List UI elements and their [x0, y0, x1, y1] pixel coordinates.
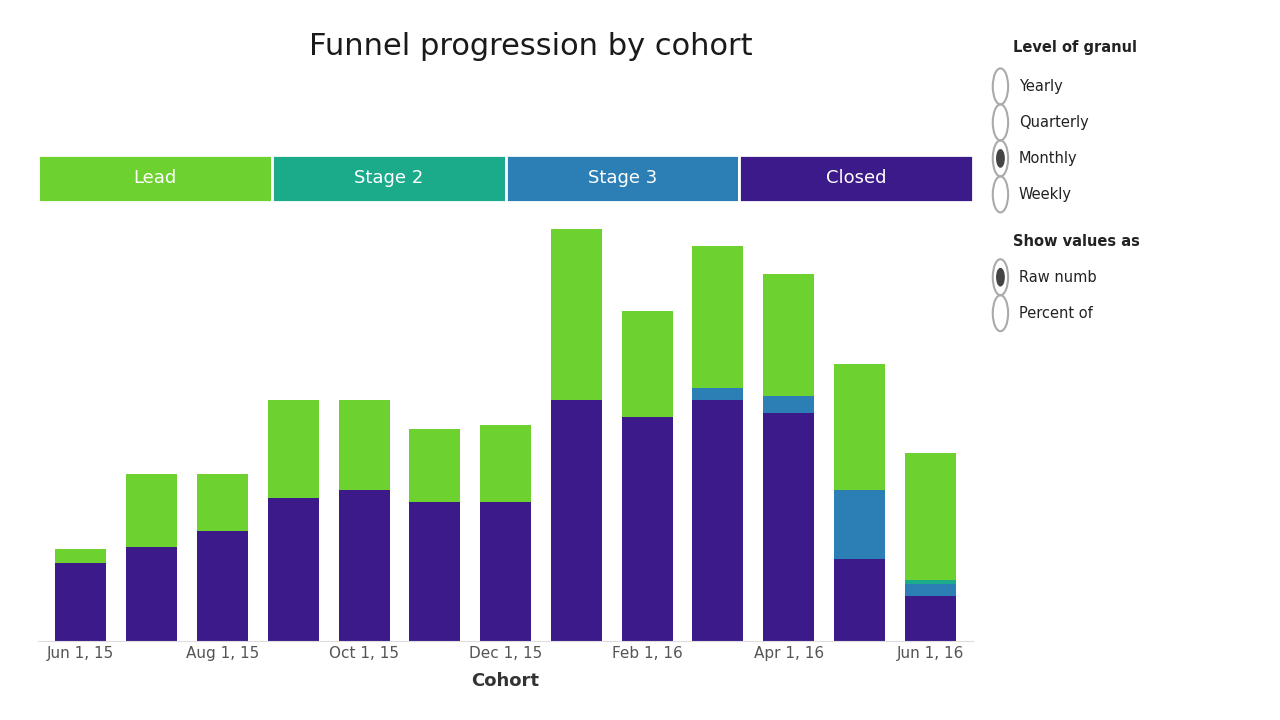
Bar	[338, 400, 389, 490]
Circle shape	[997, 150, 1004, 167]
Text: Monthly: Monthly	[1019, 151, 1078, 166]
Bar	[480, 425, 531, 503]
Bar	[338, 490, 389, 641]
Bar	[480, 503, 531, 641]
X-axis label: Cohort: Cohort	[471, 672, 540, 690]
Text: Lead: Lead	[133, 169, 177, 187]
Bar	[127, 474, 177, 547]
Bar	[268, 498, 319, 641]
Bar	[905, 454, 956, 580]
Bar	[127, 547, 177, 641]
Bar	[550, 400, 602, 641]
Bar	[692, 388, 744, 400]
Text: Funnel progression by cohort: Funnel progression by cohort	[310, 32, 753, 61]
Bar	[410, 429, 461, 503]
Text: Level of granul: Level of granul	[1012, 40, 1137, 55]
Bar	[197, 531, 248, 641]
Text: Raw numb: Raw numb	[1019, 270, 1097, 284]
Bar	[763, 413, 814, 641]
Bar	[622, 311, 673, 417]
Text: Yearly: Yearly	[1019, 79, 1062, 94]
Bar	[763, 274, 814, 397]
Bar	[835, 559, 884, 641]
Bar	[905, 596, 956, 641]
Bar	[835, 490, 884, 559]
Bar	[268, 400, 319, 498]
Circle shape	[997, 269, 1004, 286]
Bar	[622, 417, 673, 641]
Bar	[410, 503, 461, 641]
Bar	[506, 155, 740, 202]
Bar	[38, 155, 273, 202]
Text: Show values as: Show values as	[1012, 234, 1139, 249]
Bar	[273, 155, 506, 202]
Bar	[740, 155, 973, 202]
Text: Stage 2: Stage 2	[355, 169, 424, 187]
Text: Quarterly: Quarterly	[1019, 115, 1088, 130]
Bar	[905, 580, 956, 584]
Bar	[55, 549, 106, 564]
Bar	[550, 230, 602, 400]
Bar	[55, 564, 106, 641]
Bar	[835, 364, 884, 490]
Text: Percent of: Percent of	[1019, 306, 1093, 320]
Bar	[692, 246, 744, 388]
Bar	[197, 474, 248, 531]
Text: Stage 3: Stage 3	[588, 169, 657, 187]
Bar	[905, 584, 956, 596]
Bar	[692, 400, 744, 641]
Text: Weekly: Weekly	[1019, 187, 1071, 202]
Text: Closed: Closed	[826, 169, 886, 187]
Bar	[763, 397, 814, 413]
